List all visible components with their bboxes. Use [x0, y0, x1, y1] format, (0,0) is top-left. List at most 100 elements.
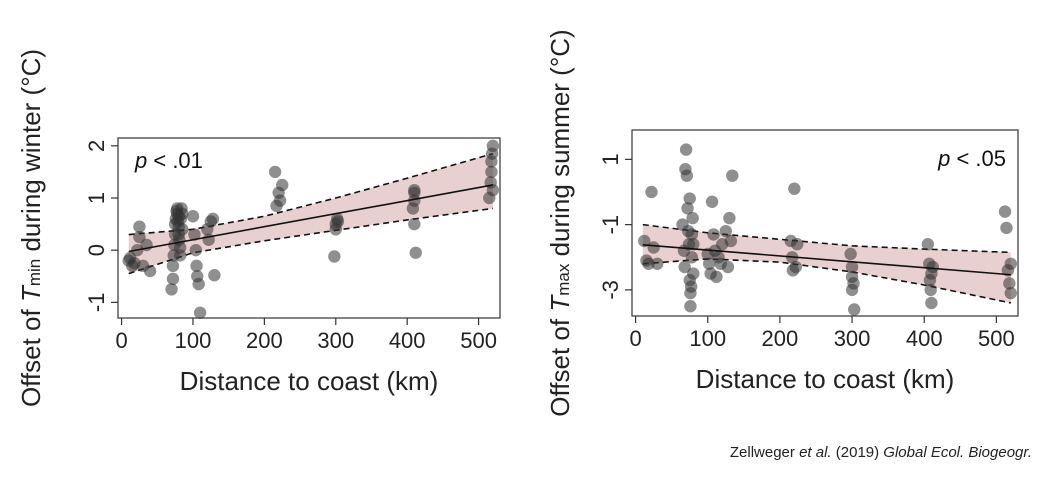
- data-point: [133, 220, 146, 233]
- data-point: [845, 260, 859, 274]
- citation-year: (2019): [835, 444, 880, 461]
- x-tick-label: 300: [834, 326, 871, 351]
- plot-frame: [631, 129, 1019, 317]
- data-point: [707, 228, 720, 241]
- y-axis-title-variable: T: [16, 284, 46, 302]
- data-point: [844, 247, 857, 261]
- data-point: [409, 246, 422, 259]
- data-point: [925, 296, 938, 310]
- y-tick-label: -1: [84, 293, 109, 313]
- data-point: [206, 212, 220, 226]
- data-point: [687, 238, 700, 251]
- p-value: < .05: [950, 146, 1006, 171]
- y-axis-title-suffix: during summer (°C): [545, 29, 575, 263]
- data-point: [1003, 277, 1016, 290]
- citation-journal: Global Ecol. Biogeogr.: [883, 444, 1032, 461]
- data-point: [848, 303, 861, 316]
- data-point: [642, 257, 655, 270]
- x-axis-title: Distance to coast (km): [180, 366, 439, 396]
- data-point: [680, 169, 694, 182]
- y-tick-label: 1: [598, 153, 623, 165]
- data-point: [645, 185, 658, 199]
- data-point: [723, 211, 736, 225]
- x-tick-label: 100: [689, 326, 726, 351]
- data-point: [143, 264, 157, 278]
- y-tick-label: 2: [84, 140, 109, 152]
- data-point: [921, 238, 935, 251]
- data-point: [683, 192, 696, 205]
- y-axis-title-prefix: Offset of: [16, 302, 46, 407]
- data-point: [328, 250, 341, 263]
- regression-line: [128, 184, 494, 253]
- data-point: [408, 183, 421, 197]
- data-point: [686, 211, 699, 225]
- data-point: [678, 260, 691, 274]
- x-tick-label: 200: [246, 328, 283, 353]
- data-point: [193, 306, 207, 319]
- x-axis-title: Distance to coast (km): [696, 364, 955, 394]
- chart-winter-tmin: 0 100 200 300 400 500 -1 0 1 2 Distance to coast (…: [16, 49, 501, 407]
- data-point: [166, 259, 180, 273]
- data-point: [268, 165, 282, 179]
- data-point: [703, 257, 716, 270]
- data-point: [176, 223, 189, 236]
- data-point: [788, 182, 801, 195]
- p-symbol: p: [134, 148, 147, 173]
- data-point: [679, 143, 693, 156]
- y-axis-title: Offset of Tmin during winter (°C): [16, 49, 46, 407]
- x-tick-label: 500: [460, 328, 497, 353]
- data-point: [188, 228, 201, 241]
- x-tick-label: 500: [978, 326, 1015, 351]
- data-point: [684, 280, 698, 293]
- p-symbol: p: [937, 146, 950, 171]
- data-point: [273, 194, 287, 207]
- data-point: [189, 243, 203, 257]
- y-axis-title-subscript: max: [554, 263, 573, 296]
- data-point: [133, 230, 146, 244]
- y-tick-label: 1: [84, 192, 109, 204]
- data-point: [685, 251, 699, 264]
- p-value: < .01: [147, 148, 203, 173]
- p-value-label: p < .01: [134, 148, 203, 173]
- chart-summer-tmax: 0 100 200 300 400 500 -3 -1 1 Distance to coast (…: [545, 29, 1019, 417]
- data-point: [486, 139, 500, 153]
- y-axis-title-variable: T: [545, 294, 575, 312]
- data-point: [173, 249, 187, 262]
- x-tick-label: 100: [175, 328, 212, 353]
- data-point: [789, 260, 802, 274]
- data-point: [710, 270, 723, 284]
- citation: Zellweger et al. (2019) Global Ecol. Bio…: [730, 444, 1032, 461]
- data-point: [176, 207, 189, 220]
- data-point: [726, 169, 739, 182]
- data-point: [485, 165, 498, 179]
- data-point: [638, 234, 651, 248]
- y-axis-title-suffix: during winter (°C): [16, 49, 46, 259]
- data-point: [647, 241, 660, 254]
- data-point: [486, 183, 500, 197]
- data-point: [1004, 286, 1017, 300]
- x-tick-label: 400: [389, 328, 426, 353]
- data-point: [331, 215, 345, 228]
- data-point: [924, 283, 937, 297]
- data-point: [408, 217, 421, 231]
- data-point: [721, 260, 735, 274]
- data-point: [791, 238, 804, 251]
- data-point: [684, 300, 697, 313]
- data-point: [681, 202, 694, 215]
- regression-line: [642, 244, 1011, 276]
- y-axis-title-prefix: Offset of: [545, 312, 575, 417]
- p-value-label: p < .05: [937, 146, 1006, 171]
- x-tick-label: 0: [115, 328, 127, 353]
- citation-etal: et al.: [799, 444, 832, 461]
- data-point: [651, 257, 664, 270]
- y-axis-title: Offset of Tmax during summer (°C): [545, 29, 575, 416]
- data-point: [208, 269, 221, 282]
- citation-author: Zellweger: [729, 444, 795, 461]
- data-point: [190, 259, 203, 273]
- data-point: [1004, 257, 1017, 270]
- data-point: [705, 195, 719, 208]
- y-tick-label: 0: [84, 244, 109, 256]
- plot-frame: [117, 137, 501, 319]
- data-point: [276, 178, 289, 192]
